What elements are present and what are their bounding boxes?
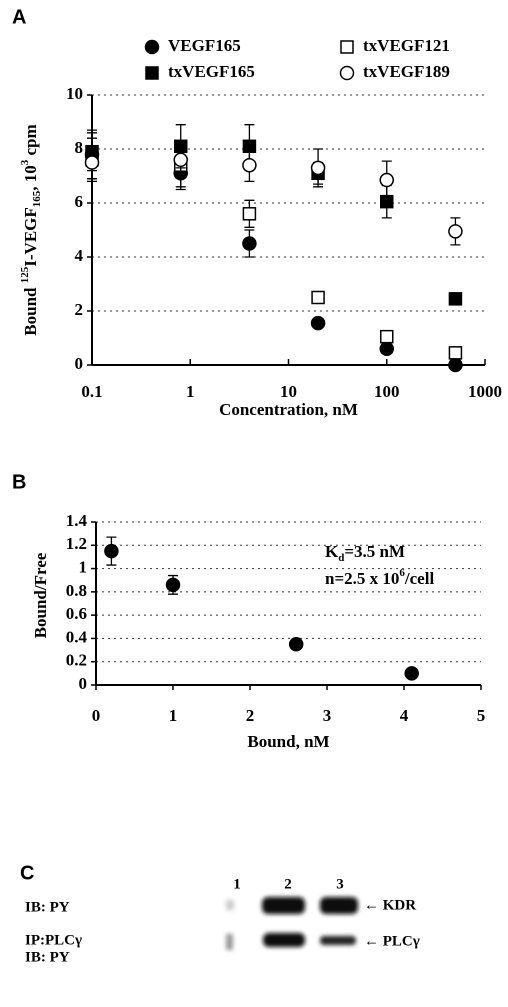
legend-label: txVEGF189 (363, 62, 450, 81)
x-tick-label: 2 (246, 706, 255, 725)
x-tick-label: 0 (92, 706, 101, 725)
x-tick-label: 3 (323, 706, 332, 725)
x-tick-label: 100 (374, 382, 400, 401)
y-axis-label-part: , 10 (21, 165, 40, 191)
y-tick-label: 4 (75, 246, 84, 265)
data-point (310, 315, 326, 331)
data-point (448, 292, 463, 306)
x-axis-label: Concentration, nM (219, 400, 358, 419)
blot-bands (226, 897, 358, 950)
legend-label: txVEGF165 (168, 62, 255, 81)
y-axis-label-part: Bound (21, 283, 40, 335)
lane-label: 2 (284, 876, 292, 892)
y-axis-label-part: 3 (19, 159, 31, 165)
y-tick-label: 0 (79, 674, 88, 693)
annotation-part: =3.5 nM (344, 542, 405, 561)
legend-marker (144, 39, 160, 55)
y-axis-label: Bound 125​I-VEGF165​, 103​ cpm (19, 124, 43, 335)
annotation-part: d (338, 552, 344, 564)
y-tick-label: 8 (75, 138, 84, 157)
y-axis-label-part: I-VEGF (21, 207, 40, 267)
panel-label: C (20, 862, 34, 884)
x-tick-label: 5 (477, 706, 486, 725)
y-axis-label-part: 125 (19, 266, 31, 283)
annotation-part: /cell (404, 569, 435, 588)
data-point (242, 157, 257, 173)
blot-row-label: IB: PY (25, 899, 70, 915)
data-point (448, 346, 463, 360)
x-axis-label: Bound, nM (247, 732, 329, 751)
x-tick-label: 1 (169, 706, 178, 725)
data-point (104, 543, 119, 559)
x-axis-label-part: Concentration, nM (219, 400, 358, 419)
y-axis-label-part: cpm (21, 124, 40, 159)
y-axis-label-part: 165 (31, 190, 43, 207)
data-point (242, 236, 257, 251)
y-tick-label: 0.6 (66, 604, 87, 623)
y-tick-label: 0.4 (66, 627, 88, 646)
data-point (310, 160, 326, 176)
legend-marker (340, 40, 354, 54)
y-tick-label: 1.2 (66, 534, 87, 553)
x-axis-label-part: Bound, nM (247, 732, 329, 751)
data-point (380, 329, 394, 344)
data-point (404, 666, 419, 681)
data-point (448, 224, 463, 239)
annotation: Kd​=3.5 nM (325, 542, 405, 564)
y-tick-label: 2 (75, 300, 84, 319)
data-point (165, 577, 181, 593)
y-tick-label: 0.2 (66, 651, 87, 670)
data-point (288, 637, 304, 652)
annotation-part: n=2.5 x 10 (325, 569, 399, 588)
data-point (379, 172, 394, 188)
y-axis-label-part: Bound/Free (31, 552, 50, 638)
data-point (173, 152, 188, 168)
data-point (448, 357, 463, 373)
blot-target: ← PLCγ (364, 933, 420, 949)
blot-target: ← KDR (364, 897, 416, 913)
data-point (379, 341, 394, 357)
x-tick-label: 1000 (468, 382, 502, 401)
data-point (242, 207, 257, 221)
data-point (311, 290, 325, 305)
lane-label: 3 (336, 876, 344, 892)
annotation-part: K (325, 542, 339, 561)
legend-marker (145, 66, 159, 80)
y-tick-label: 6 (75, 192, 84, 211)
x-tick-label: 0.1 (81, 382, 102, 401)
blot-row-label: IP:PLCγ (25, 932, 82, 948)
legend-label: VEGF165 (168, 36, 241, 55)
panel-label: A (12, 6, 26, 28)
x-tick-label: 10 (280, 382, 297, 401)
legend-label: txVEGF121 (363, 36, 450, 55)
lane-label: 1 (233, 876, 241, 892)
y-tick-label: 1.4 (66, 511, 88, 530)
y-tick-label: 1 (79, 557, 88, 576)
annotation: n=2.5 x 106​/cell (325, 567, 434, 588)
y-tick-label: 0 (75, 354, 84, 373)
panel-label: B (12, 471, 26, 493)
y-tick-label: 0.8 (66, 581, 87, 600)
y-axis-label: Bound/Free (31, 552, 50, 638)
y-tick-label: 10 (66, 84, 83, 103)
blot-row-label: IB: PY (25, 949, 70, 965)
annotation-part: 6 (399, 567, 405, 579)
data-point (84, 155, 100, 170)
x-tick-label: 1 (186, 382, 195, 401)
legend-marker (339, 65, 355, 81)
x-tick-label: 4 (400, 706, 409, 725)
